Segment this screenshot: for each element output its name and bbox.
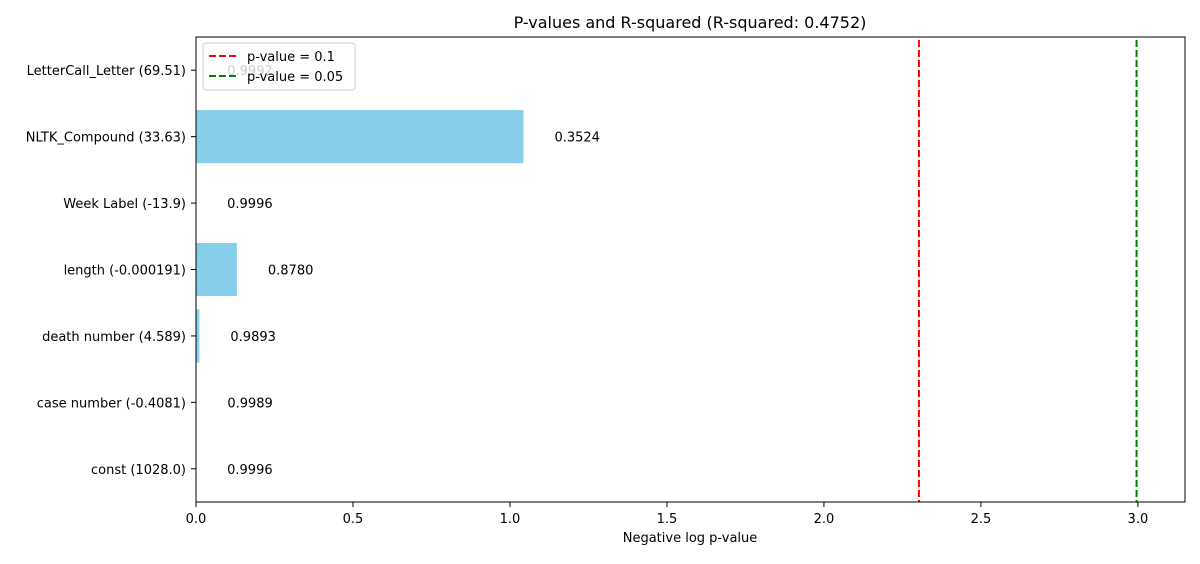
x-tick-label-4: 2.0	[814, 512, 835, 527]
x-axis-label: Negative log p-value	[623, 531, 758, 546]
x-tick-label-3: 1.5	[657, 512, 678, 527]
bar-5	[196, 110, 523, 163]
axes-frame	[196, 37, 1185, 502]
x-tick-label-6: 3.0	[1128, 512, 1149, 527]
y-tick-label-6: LetterCall_Letter (69.51)	[27, 64, 186, 79]
y-tick-label-1: case number (-0.4081)	[37, 396, 186, 411]
value-label-2: 0.9893	[230, 330, 276, 345]
value-label-1: 0.9989	[227, 396, 273, 411]
legend: p-value = 0.1 p-value = 0.05	[203, 43, 355, 90]
legend-label-0: p-value = 0.1	[247, 50, 335, 65]
y-tick-label-5: NLTK_Compound (33.63)	[26, 131, 186, 146]
bar-2	[196, 309, 199, 362]
x-tick-label-2: 1.0	[500, 512, 521, 527]
plot-area: 0.99960.99890.98930.87800.99960.35240.99…	[196, 40, 1137, 502]
value-label-4: 0.9996	[227, 197, 273, 212]
chart-title: P-values and R-squared (R-squared: 0.475…	[514, 13, 867, 32]
y-tick-label-3: length (-0.000191)	[64, 264, 186, 279]
legend-label-1: p-value = 0.05	[247, 70, 343, 85]
x-tick-label-1: 0.5	[343, 512, 364, 527]
y-tick-label-0: const (1028.0)	[91, 463, 186, 478]
y-tick-label-4: Week Label (-13.9)	[63, 197, 186, 212]
value-label-0: 0.9996	[227, 463, 273, 478]
x-tick-label-0: 0.0	[186, 512, 207, 527]
bar-3	[196, 243, 237, 296]
y-tick-label-2: death number (4.589)	[42, 330, 186, 345]
x-tick-label-5: 2.5	[971, 512, 992, 527]
value-label-3: 0.8780	[268, 264, 314, 279]
value-label-5: 0.3524	[554, 131, 600, 146]
